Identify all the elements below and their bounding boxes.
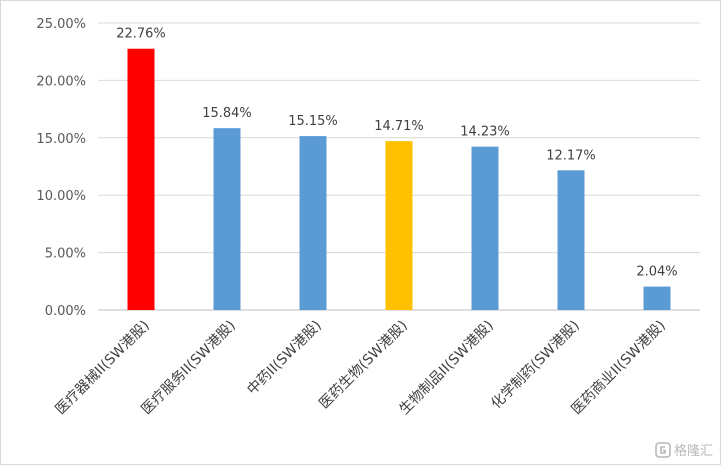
y-tick-label: 25.00% — [36, 17, 86, 32]
x-category-label: 生物制品II(SW港股) — [396, 318, 496, 418]
bar — [643, 286, 671, 310]
data-label: 14.71% — [374, 119, 424, 134]
x-axis-categories: 医疗器械II(SW港股)医疗服务II(SW港股) 中药II(SW港股)医药生物(S… — [52, 318, 668, 418]
x-category-label: 医疗器械II(SW港股) — [52, 318, 152, 418]
y-tick-label: 5.00% — [45, 247, 86, 262]
gridlines — [98, 22, 700, 311]
bar — [385, 141, 413, 310]
bar — [213, 128, 241, 310]
watermark-text: 格隆汇 — [673, 444, 713, 459]
bars — [127, 48, 671, 310]
y-axis-ticks: 0.00% 5.00% 10.00% 15.00% 20.00% 25.00% — [36, 17, 86, 319]
x-category-label: 医药商业II(SW港股) — [568, 318, 668, 418]
data-label: 22.76% — [116, 27, 166, 42]
bar — [127, 48, 155, 310]
y-tick-label: 15.00% — [36, 132, 86, 147]
data-label: 14.23% — [460, 125, 510, 140]
y-tick-label: 0.00% — [45, 304, 86, 319]
data-labels: 22.76% 15.84% 15.15% 14.71% 14.23% 12.17% 2.04… — [116, 27, 677, 280]
y-tick-label: 10.00% — [36, 189, 86, 204]
data-label: 12.17% — [546, 148, 596, 163]
watermark: 格隆汇 — [655, 440, 713, 459]
brand-logo-icon — [655, 441, 671, 458]
x-category-label: 医药生物(SW港股) — [316, 318, 411, 413]
x-category-label: 化学制药(SW港股) — [488, 318, 583, 413]
bar — [557, 170, 585, 310]
x-category-label: 中药II(SW港股) — [244, 318, 325, 399]
data-label: 2.04% — [636, 265, 677, 280]
bar — [471, 146, 499, 310]
x-category-label: 医疗服务II(SW港股) — [138, 318, 238, 418]
y-tick-label: 20.00% — [36, 74, 86, 89]
data-label: 15.84% — [202, 106, 252, 121]
data-label: 15.15% — [288, 114, 338, 129]
bar — [299, 136, 327, 310]
